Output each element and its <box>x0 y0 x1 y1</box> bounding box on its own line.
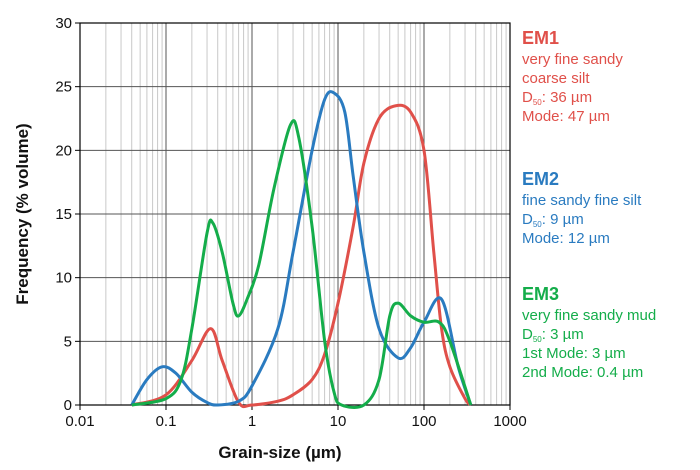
d50-sub: 50 <box>533 98 542 107</box>
x-tick-label: 10 <box>330 413 347 430</box>
x-tick-label: 100 <box>411 413 436 430</box>
x-tick-label: 0.01 <box>65 413 94 430</box>
annotation-line: 2nd Mode: 0.4 µm <box>522 364 643 381</box>
y-tick-label: 0 <box>64 397 72 414</box>
d50-sub: 50 <box>533 220 542 229</box>
d50-prefix: D <box>522 89 533 106</box>
y-tick-label: 5 <box>64 333 72 350</box>
annotation-d50: D50: 36 µm <box>522 89 592 107</box>
d50-prefix: D <box>522 211 533 228</box>
x-tick-label: 1000 <box>493 413 526 430</box>
y-axis-label: Frequency (% volume) <box>13 123 32 304</box>
line <box>130 90 473 407</box>
annotation-line: 1st Mode: 3 µm <box>522 345 626 362</box>
x-tick-label: 0.1 <box>156 413 177 430</box>
annotation-line: very fine sandy <box>522 51 623 68</box>
annotation-line: very fine sandy mud <box>522 307 656 324</box>
y-tick-label: 15 <box>55 206 72 223</box>
y-tick-label: 20 <box>55 142 72 159</box>
d50-suffix: : 9 µm <box>542 211 584 228</box>
d50-suffix: : 36 µm <box>542 89 592 106</box>
line <box>131 103 472 409</box>
annotation-d50: D50: 3 µm <box>522 326 584 344</box>
y-tick-label: 10 <box>55 270 72 287</box>
d50-suffix: : 3 µm <box>542 326 584 343</box>
d50-sub: 50 <box>533 335 542 344</box>
line <box>131 119 473 409</box>
annotation-line: Mode: 47 µm <box>522 108 610 125</box>
d50-prefix: D <box>522 326 533 343</box>
annotation-line: coarse silt <box>522 70 590 87</box>
annotation-title: EM2 <box>522 169 559 189</box>
x-tick-label: 1 <box>248 413 256 430</box>
annotation-line: Mode: 12 µm <box>522 230 610 247</box>
y-tick-label: 30 <box>55 15 72 32</box>
annotation-d50: D50: 9 µm <box>522 211 584 229</box>
x-axis-label: Grain-size (µm) <box>218 443 341 462</box>
annotation-title: EM1 <box>522 28 559 48</box>
plot-frame <box>79 22 511 406</box>
y-tick-label: 25 <box>55 79 72 96</box>
annotation-line: fine sandy fine silt <box>522 192 642 209</box>
annotation-title: EM3 <box>522 284 559 304</box>
